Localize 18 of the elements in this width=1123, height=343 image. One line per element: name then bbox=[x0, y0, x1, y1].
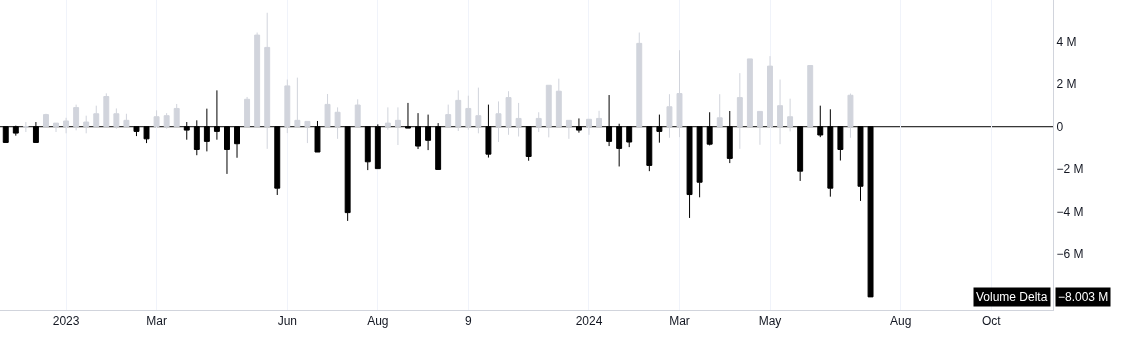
x-tick-label: Oct bbox=[981, 314, 1002, 329]
x-tick-label: Mar bbox=[669, 314, 690, 329]
x-tick-label: Aug bbox=[890, 314, 912, 329]
x-tick-label: Jun bbox=[277, 314, 297, 329]
y-tick-label: −2 M bbox=[1056, 162, 1084, 177]
x-tick-label: 2023 bbox=[52, 314, 80, 329]
x-tick-label: 2024 bbox=[575, 314, 603, 329]
y-tick-label: −4 M bbox=[1056, 204, 1084, 219]
x-tick-label: May bbox=[758, 314, 782, 329]
y-tick-label: 2 M bbox=[1056, 77, 1077, 92]
x-tick-label: 9 bbox=[464, 314, 472, 329]
y-tick-label: 4 M bbox=[1056, 34, 1077, 49]
y-tick-label: 0 bbox=[1056, 119, 1064, 134]
y-tick-label: −6 M bbox=[1056, 247, 1084, 262]
x-tick-label: Mar bbox=[146, 314, 167, 329]
annotation: Volume Delta bbox=[976, 290, 1048, 304]
x-tick-label: Aug bbox=[367, 314, 389, 329]
text: −8.003 M bbox=[1058, 290, 1109, 304]
